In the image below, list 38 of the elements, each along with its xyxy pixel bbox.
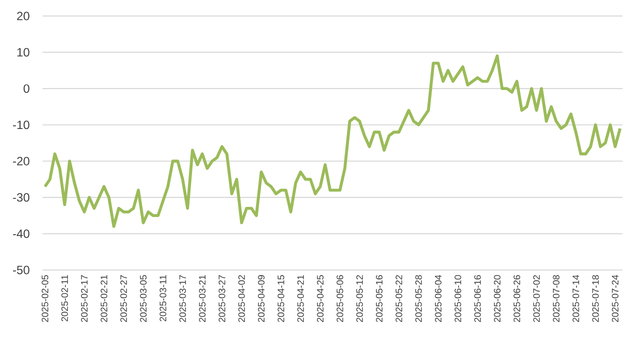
x-tick-label: 2025-05-22 [396,275,402,322]
y-tick-label: 10 [17,48,30,57]
x-tick-label: 2025-07-18 [592,275,599,322]
x-tick-label: 2025-05-06 [336,275,344,322]
x-tick-label: 2025-02-21 [100,275,108,322]
x-tick-label: 2025-05-12 [356,275,363,322]
y-tick-label: -50 [13,266,30,274]
x-tick-label: 2025-04-09 [258,275,265,322]
x-tick-label: 2025-03-27 [218,275,226,322]
x-tick-label: 2025-07-14 [572,275,580,322]
x-tick-label: 2025-07-02 [533,275,540,322]
x-tick-label: 2025-04-21 [297,275,304,322]
x-tick-label: 2025-05-28 [415,275,422,322]
x-tick-label: 2025-07-08 [552,275,560,322]
x-tick-label: 2025-04-25 [316,275,324,322]
x-tick-label: 2025-07-24 [612,275,618,322]
y-tick-label: -40 [13,229,30,238]
x-tick-label: 2025-06-10 [454,275,462,322]
y-tick-label: 20 [17,12,30,20]
x-tick-label: 2025-05-16 [376,275,383,322]
x-tick-label: 2025-06-20 [494,275,500,322]
y-tick-label: 0 [24,84,30,93]
x-tick-label: 2025-02-17 [81,275,88,322]
y-tick-label: -10 [13,120,30,130]
y-tick-label: -30 [13,193,30,202]
x-tick-label: 2025-02-11 [61,275,68,322]
x-tick-label: 2025-03-05 [140,275,147,322]
y-tick-label: -20 [13,156,30,166]
x-tick-label: 2025-06-04 [434,275,442,322]
x-tick-label: 2025-06-26 [514,275,520,322]
x-tick-label: 2025-02-27 [120,275,127,322]
x-tick-label: 2025-03-17 [179,275,186,322]
x-tick-label: 2025-04-02 [238,275,245,322]
x-tick-label: 2025-02-05 [42,275,48,322]
x-tick-label: 2025-04-15 [278,275,284,322]
x-tick-label: 2025-06-16 [474,275,481,322]
x-tick-label: 2025-03-21 [198,275,206,322]
x-tick-label: 2025-03-11 [160,275,166,322]
